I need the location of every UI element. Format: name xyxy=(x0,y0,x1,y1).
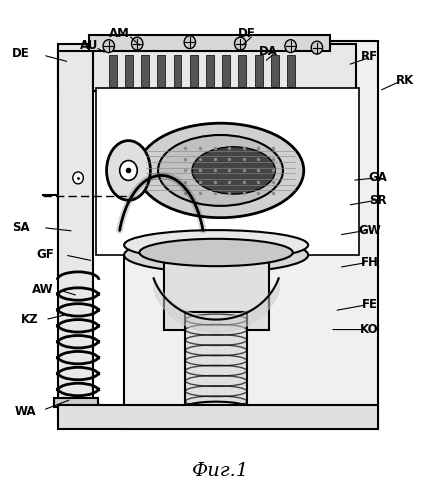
Text: DF: DF xyxy=(238,27,256,40)
Ellipse shape xyxy=(139,239,293,266)
FancyBboxPatch shape xyxy=(190,55,198,88)
Ellipse shape xyxy=(107,140,150,200)
Text: AU: AU xyxy=(80,38,98,52)
FancyBboxPatch shape xyxy=(109,55,116,88)
Circle shape xyxy=(311,41,323,54)
Text: WA: WA xyxy=(15,405,36,418)
Text: SR: SR xyxy=(370,194,387,207)
Circle shape xyxy=(184,36,195,49)
Text: Фиг.1: Фиг.1 xyxy=(192,462,249,480)
FancyBboxPatch shape xyxy=(124,41,378,429)
Text: GF: GF xyxy=(36,248,54,262)
FancyBboxPatch shape xyxy=(141,55,149,88)
Text: FE: FE xyxy=(362,298,377,311)
Text: GW: GW xyxy=(358,224,381,236)
FancyBboxPatch shape xyxy=(58,51,93,414)
Text: DA: DA xyxy=(259,44,278,58)
FancyBboxPatch shape xyxy=(58,44,356,91)
FancyBboxPatch shape xyxy=(96,88,359,255)
Text: AW: AW xyxy=(32,284,54,296)
FancyBboxPatch shape xyxy=(271,55,279,88)
Ellipse shape xyxy=(137,123,304,218)
FancyBboxPatch shape xyxy=(89,35,330,51)
Ellipse shape xyxy=(192,147,275,194)
Ellipse shape xyxy=(158,135,283,206)
Circle shape xyxy=(235,37,246,50)
Circle shape xyxy=(103,40,115,52)
Text: GA: GA xyxy=(369,172,388,184)
FancyBboxPatch shape xyxy=(287,55,295,88)
FancyBboxPatch shape xyxy=(206,55,214,88)
FancyBboxPatch shape xyxy=(239,55,247,88)
Circle shape xyxy=(285,40,296,52)
FancyBboxPatch shape xyxy=(54,398,98,406)
Text: KO: KO xyxy=(360,323,379,336)
FancyBboxPatch shape xyxy=(125,55,133,88)
FancyBboxPatch shape xyxy=(222,55,230,88)
FancyBboxPatch shape xyxy=(186,312,247,412)
Text: AM: AM xyxy=(109,27,130,40)
FancyBboxPatch shape xyxy=(157,55,165,88)
Text: DE: DE xyxy=(12,47,30,60)
Ellipse shape xyxy=(177,402,255,421)
Ellipse shape xyxy=(124,238,308,272)
FancyBboxPatch shape xyxy=(255,55,262,88)
Text: SA: SA xyxy=(12,221,30,234)
Text: FH: FH xyxy=(361,256,378,269)
FancyBboxPatch shape xyxy=(164,252,269,330)
Circle shape xyxy=(131,37,143,50)
Text: RF: RF xyxy=(361,50,378,62)
Ellipse shape xyxy=(124,230,308,260)
Circle shape xyxy=(73,172,83,184)
FancyBboxPatch shape xyxy=(174,55,182,88)
Text: KZ: KZ xyxy=(21,313,39,326)
Text: RK: RK xyxy=(396,74,414,88)
Circle shape xyxy=(120,160,137,180)
FancyBboxPatch shape xyxy=(58,405,378,429)
